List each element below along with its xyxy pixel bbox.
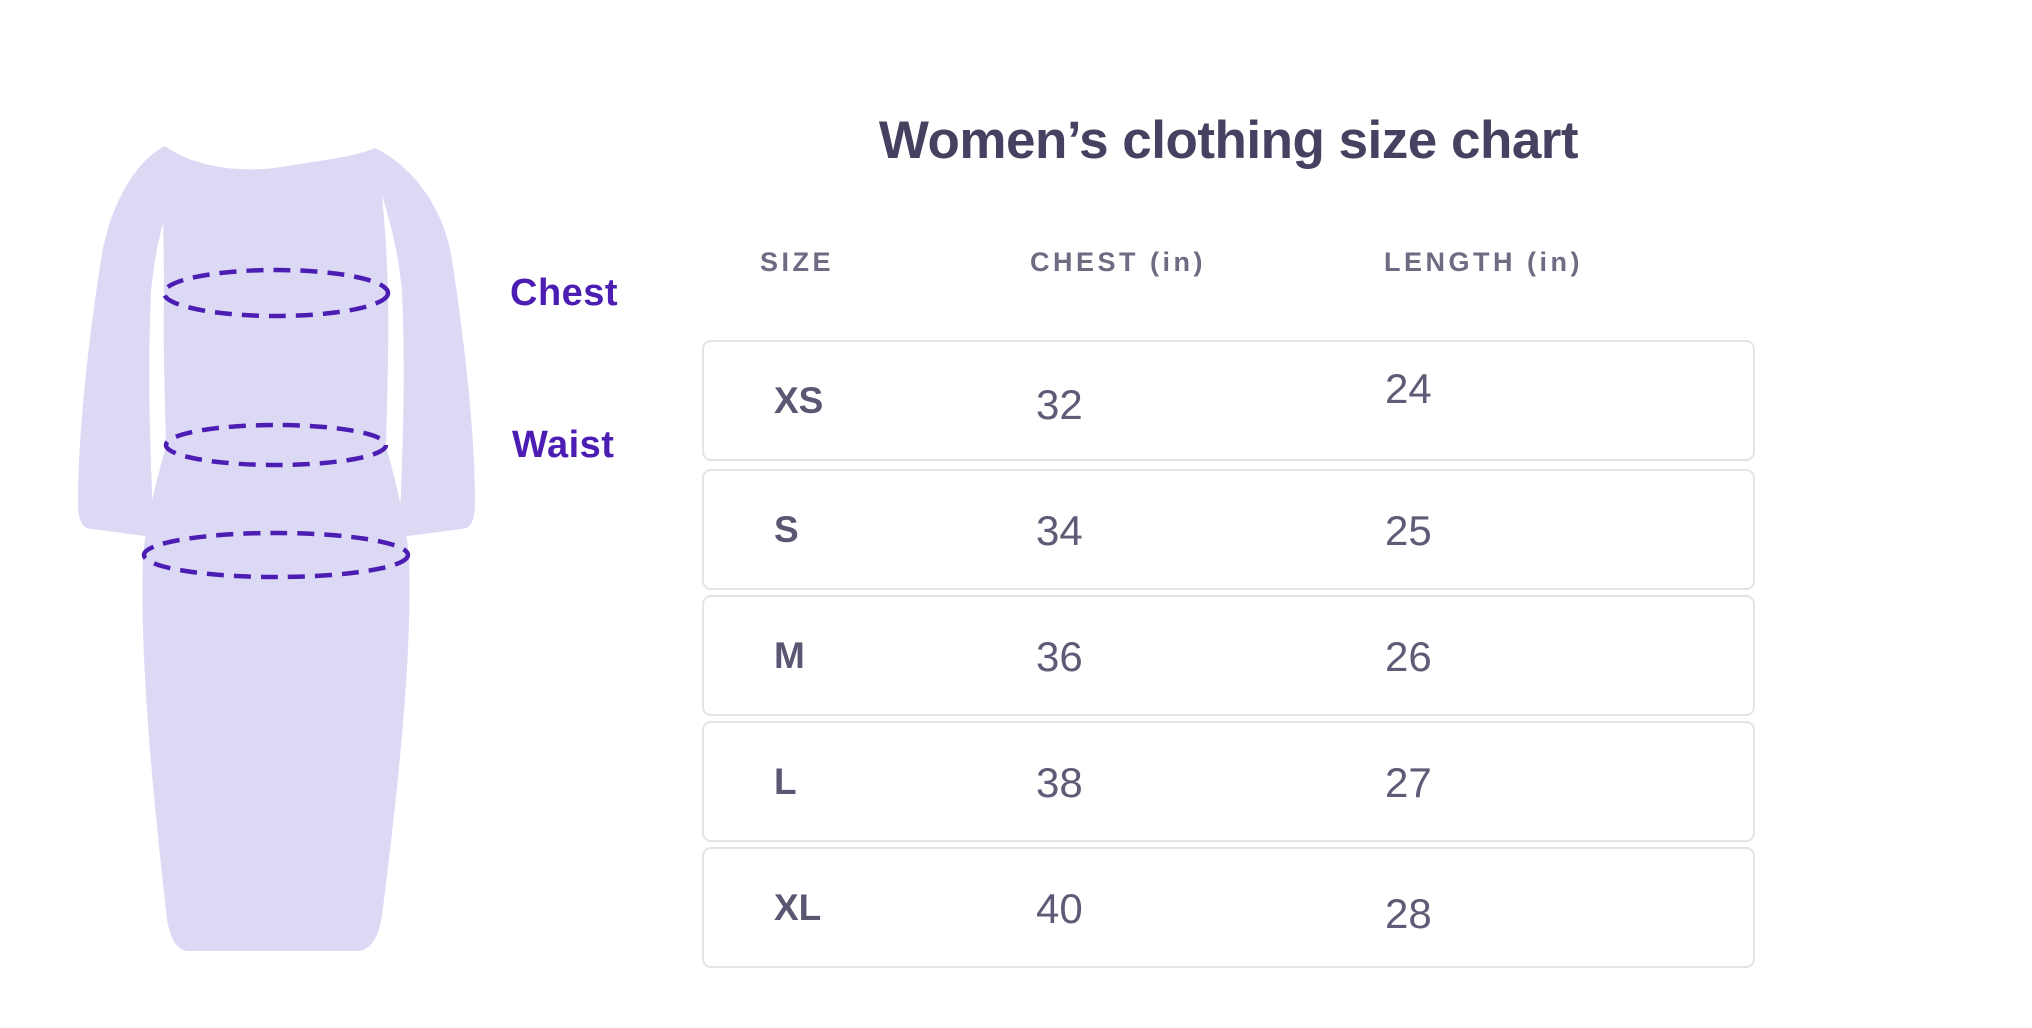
table-row: XL 40 28 [702,847,1755,968]
length-cell: 28 [1385,890,1432,937]
table-body: XS 32 24 S 34 25 M 36 26 L 38 27 XL 40 2… [702,340,1755,973]
chest-label: Chest [510,272,619,314]
chest-cell: 38 [1036,759,1083,806]
dress-body-shape [142,146,410,951]
dress-left-sleeve-shape [78,146,178,536]
size-cell: L [774,761,797,802]
size-cell: XL [774,887,822,928]
chest-cell: 40 [1036,885,1083,932]
size-cell: M [774,635,805,676]
length-cell: 24 [1385,365,1432,412]
column-header-size: SIZE [760,247,835,277]
table-row: S 34 25 [702,469,1755,590]
chest-measure-line [161,267,391,319]
size-chart: Women’s clothing size chart SIZE CHEST (… [702,111,1755,968]
table-row: M 36 26 [702,595,1755,716]
size-cell: S [774,509,799,550]
dress-silhouette-icon [78,146,475,951]
waist-label: Waist [512,424,615,466]
chest-cell: 36 [1036,633,1083,680]
size-cell: XS [774,380,824,421]
waist-measure-line [163,422,389,468]
column-header-chest: CHEST (in) [1030,247,1206,277]
dress-illustration: Chest Waist [0,0,700,1028]
column-header-length: LENGTH (in) [1384,247,1583,277]
table-header-row: SIZE CHEST (in) LENGTH (in) [702,246,1755,280]
length-cell: 25 [1385,507,1432,554]
table-row: L 38 27 [702,721,1755,842]
chest-cell: 32 [1036,381,1083,428]
chest-cell: 34 [1036,507,1083,554]
dress-right-sleeve-shape [375,148,475,536]
hip-measure-line [141,530,411,580]
page-title: Women’s clothing size chart [878,111,1579,170]
table-row: XS 32 24 [702,340,1755,461]
length-cell: 27 [1385,759,1432,806]
length-cell: 26 [1385,633,1432,680]
